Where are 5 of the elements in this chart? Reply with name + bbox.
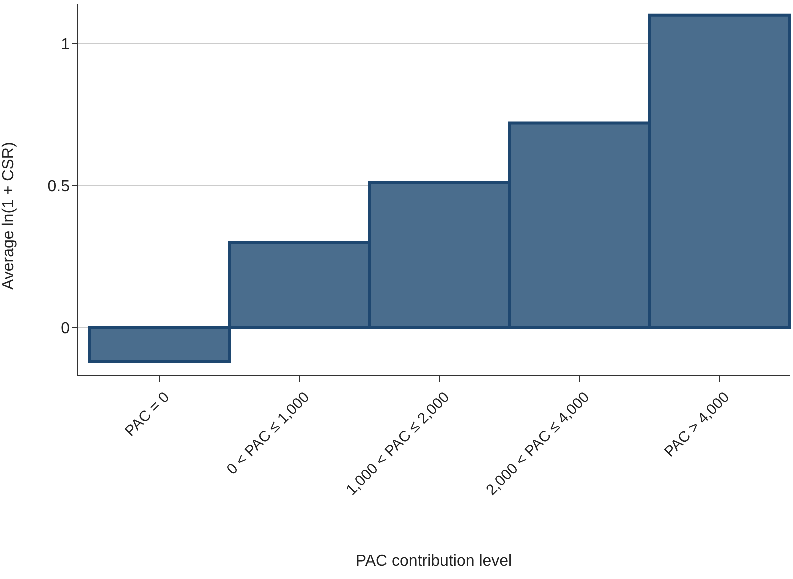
y-tick-label: 0.5 (48, 178, 70, 196)
x-axis-title: PAC contribution level (356, 553, 512, 570)
y-tick-label: 1 (61, 36, 70, 54)
y-tick-label: 0 (61, 320, 70, 338)
y-axis-title: Average ln(1 + CSR) (0, 142, 18, 290)
